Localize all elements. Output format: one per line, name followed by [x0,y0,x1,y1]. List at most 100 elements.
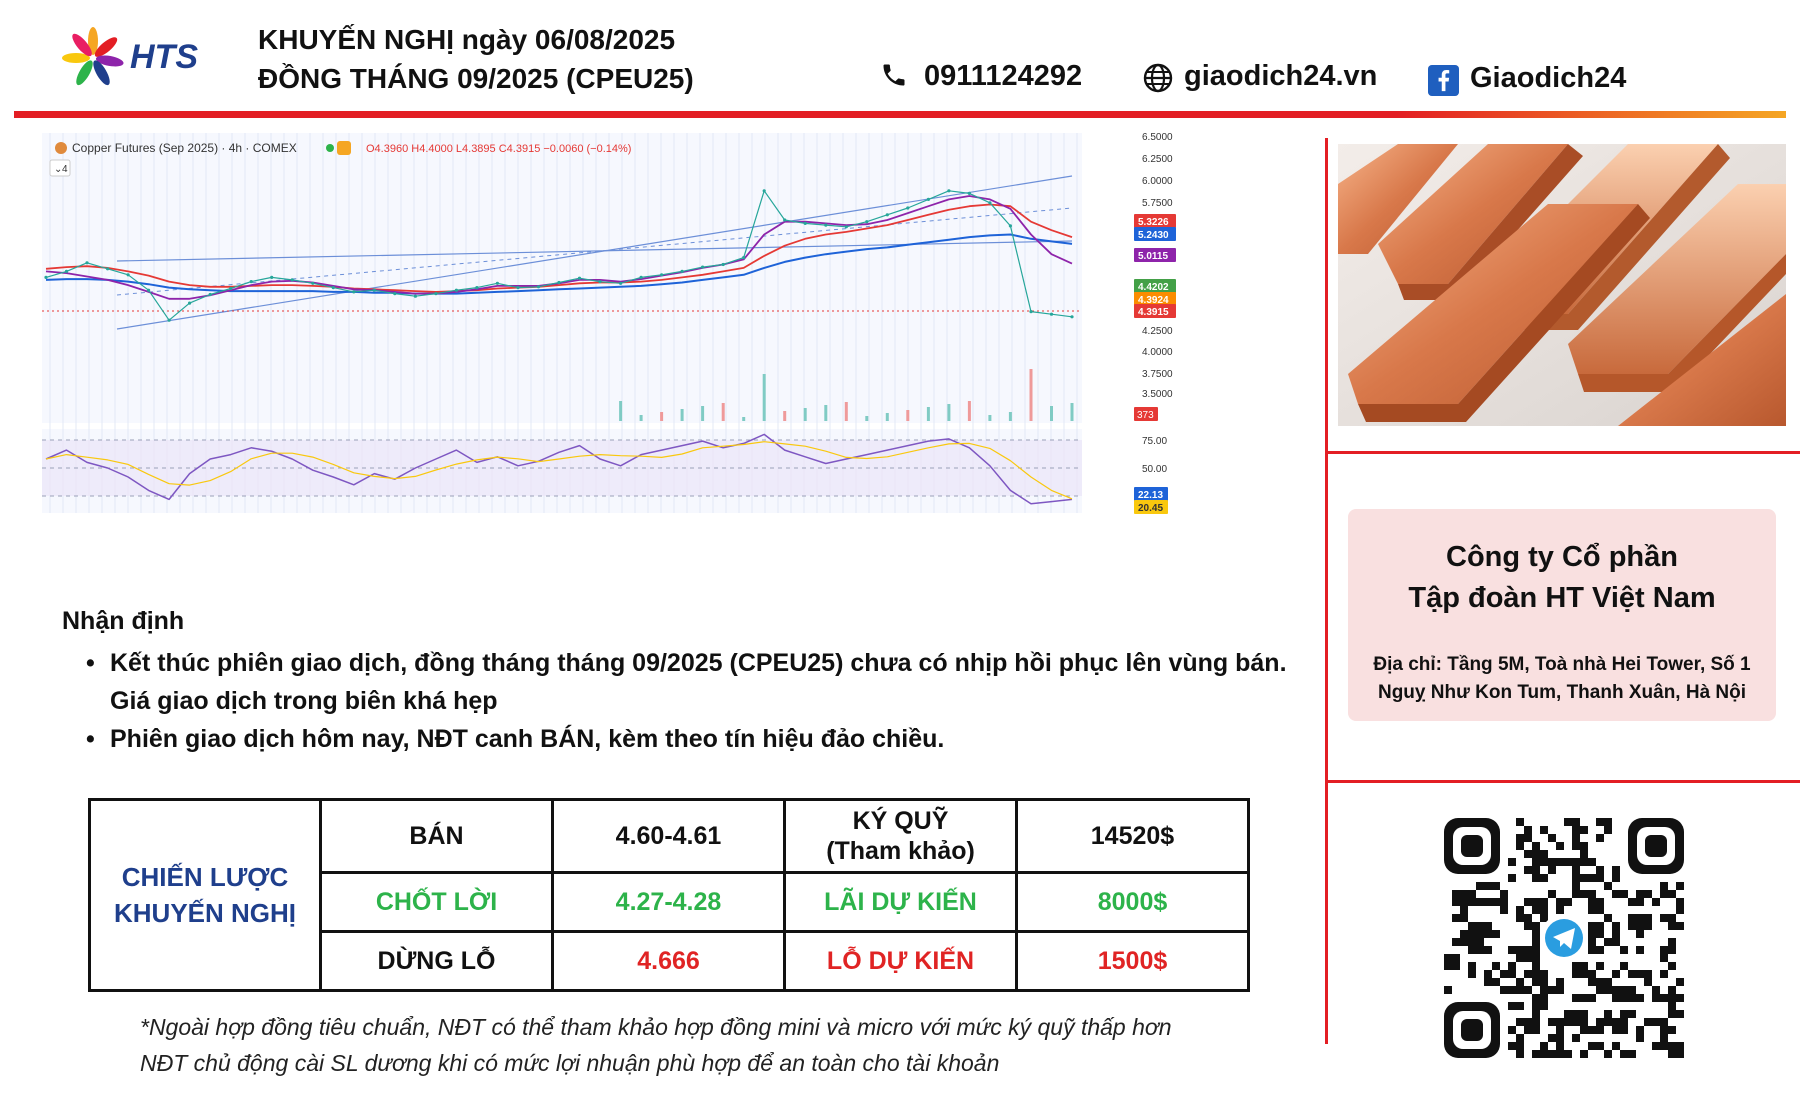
qr-module [1636,970,1644,978]
qr-module [1580,970,1588,978]
price-label: 4.4202 [1138,282,1169,293]
qr-module [1476,882,1484,890]
qr-module [1516,842,1524,850]
qr-module [1540,1002,1548,1010]
company-address: Địa chỉ: Tầng 5M, Toà nhà Hei Tower, Số … [1362,651,1762,707]
qr-module [1588,874,1596,882]
price-point [434,292,438,296]
qr-module [1452,938,1460,946]
qr-module [1500,986,1508,994]
volume-bar [803,408,807,421]
price-tick-label: 4.0000 [1142,347,1173,358]
qr-module [1660,1018,1668,1026]
price-point [885,213,889,217]
qr-module [1668,1026,1676,1034]
qr-module [1484,978,1492,986]
qr-module [1604,882,1612,890]
qr-module [1556,978,1564,986]
qr-code[interactable] [1444,818,1684,1058]
qr-module [1524,834,1532,842]
qr-module [1676,882,1684,890]
qr-module [1676,978,1684,986]
qr-module [1588,970,1596,978]
qr-module [1580,842,1588,850]
qr-module [1604,938,1612,946]
qr-module [1484,970,1492,978]
qr-module [1516,906,1524,914]
volume-bar [619,401,623,421]
qr-module [1676,922,1684,930]
qr-module [1676,994,1684,1002]
analysis-bullet-text: Kết thúc phiên giao dịch, đồng tháng thá… [110,649,1287,715]
qr-module [1620,1026,1628,1034]
indicators-toggle[interactable] [49,159,71,177]
qr-module [1668,994,1676,1002]
qr-module [1556,1042,1564,1050]
analysis-bullet-text: Phiên giao dịch hôm nay, NĐT canh BÁN, k… [110,725,945,753]
qr-module [1508,874,1516,882]
qr-module [1532,842,1540,850]
price-label-bg [1134,279,1176,293]
volume-bar [885,413,889,421]
qr-module [1636,994,1644,1002]
qr-module [1540,978,1548,986]
qr-module [1636,922,1644,930]
qr-module [1588,898,1596,906]
qr-module [1572,818,1580,826]
price-point [1049,312,1054,316]
qr-module [1452,914,1460,922]
chart-ohlc: O4.3960 H4.4000 L4.3895 C4.3915 −0.0060 … [366,143,631,155]
volume-bar [762,374,766,421]
qr-module [1572,1018,1580,1026]
qr-module [1580,1050,1588,1058]
qr-module [1516,978,1524,986]
qr-module [1596,1026,1604,1034]
price-label: 5.2430 [1138,230,1169,241]
symbol-icon [55,142,67,154]
qr-module [1660,1026,1668,1034]
company-name: Công ty Cổ phần Tập đoàn HT Việt Nam [1348,537,1776,619]
qr-module [1468,962,1476,970]
price-point [906,206,910,210]
price-point [167,318,171,322]
qr-module [1532,898,1540,906]
rsi-tick-label: 75.00 [1142,436,1167,447]
qr-module [1668,946,1676,954]
phone-number[interactable]: 0911124292 [924,60,1083,92]
qr-module [1516,986,1524,994]
qr-module [1660,954,1668,962]
chart-symbol-title: Copper Futures (Sep 2025) · 4h · COMEX [72,141,297,155]
qr-module [1524,826,1532,834]
price-label-bg [1134,248,1176,262]
volume-bar [680,409,684,421]
qr-module [1548,1018,1556,1026]
qr-module [1556,1034,1564,1042]
qr-module [1460,898,1468,906]
qr-module [1524,946,1532,954]
qr-module [1612,994,1620,1002]
qr-module [1596,978,1604,986]
qr-module [1572,874,1580,882]
price-point [331,286,335,290]
analysis-bullet: • Kết thúc phiên giao dịch, đồng tháng th… [80,644,1300,720]
qr-module [1508,962,1516,970]
qr-module [1612,930,1620,938]
qr-module [1524,914,1532,922]
volume-bar [639,415,643,421]
price-label: 4.3924 [1138,295,1169,306]
qr-module [1556,858,1564,866]
qr-module [1532,1010,1540,1018]
qr-module [1500,890,1508,898]
channel-upper [116,175,1073,330]
volume-bar [988,415,992,421]
qr-module [1532,906,1540,914]
qr-module [1532,978,1540,986]
price-point [372,288,376,292]
volume-bar [1008,412,1012,421]
qr-module [1628,970,1636,978]
qr-module [1452,898,1460,906]
qr-module [1532,858,1540,866]
analysis-bullet: • Phiên giao dịch hôm nay, NĐT canh BÁN, … [80,720,1300,758]
facebook-link[interactable]: Giaodich24 [1470,62,1627,94]
website-link[interactable]: giaodich24.vn [1184,60,1378,92]
